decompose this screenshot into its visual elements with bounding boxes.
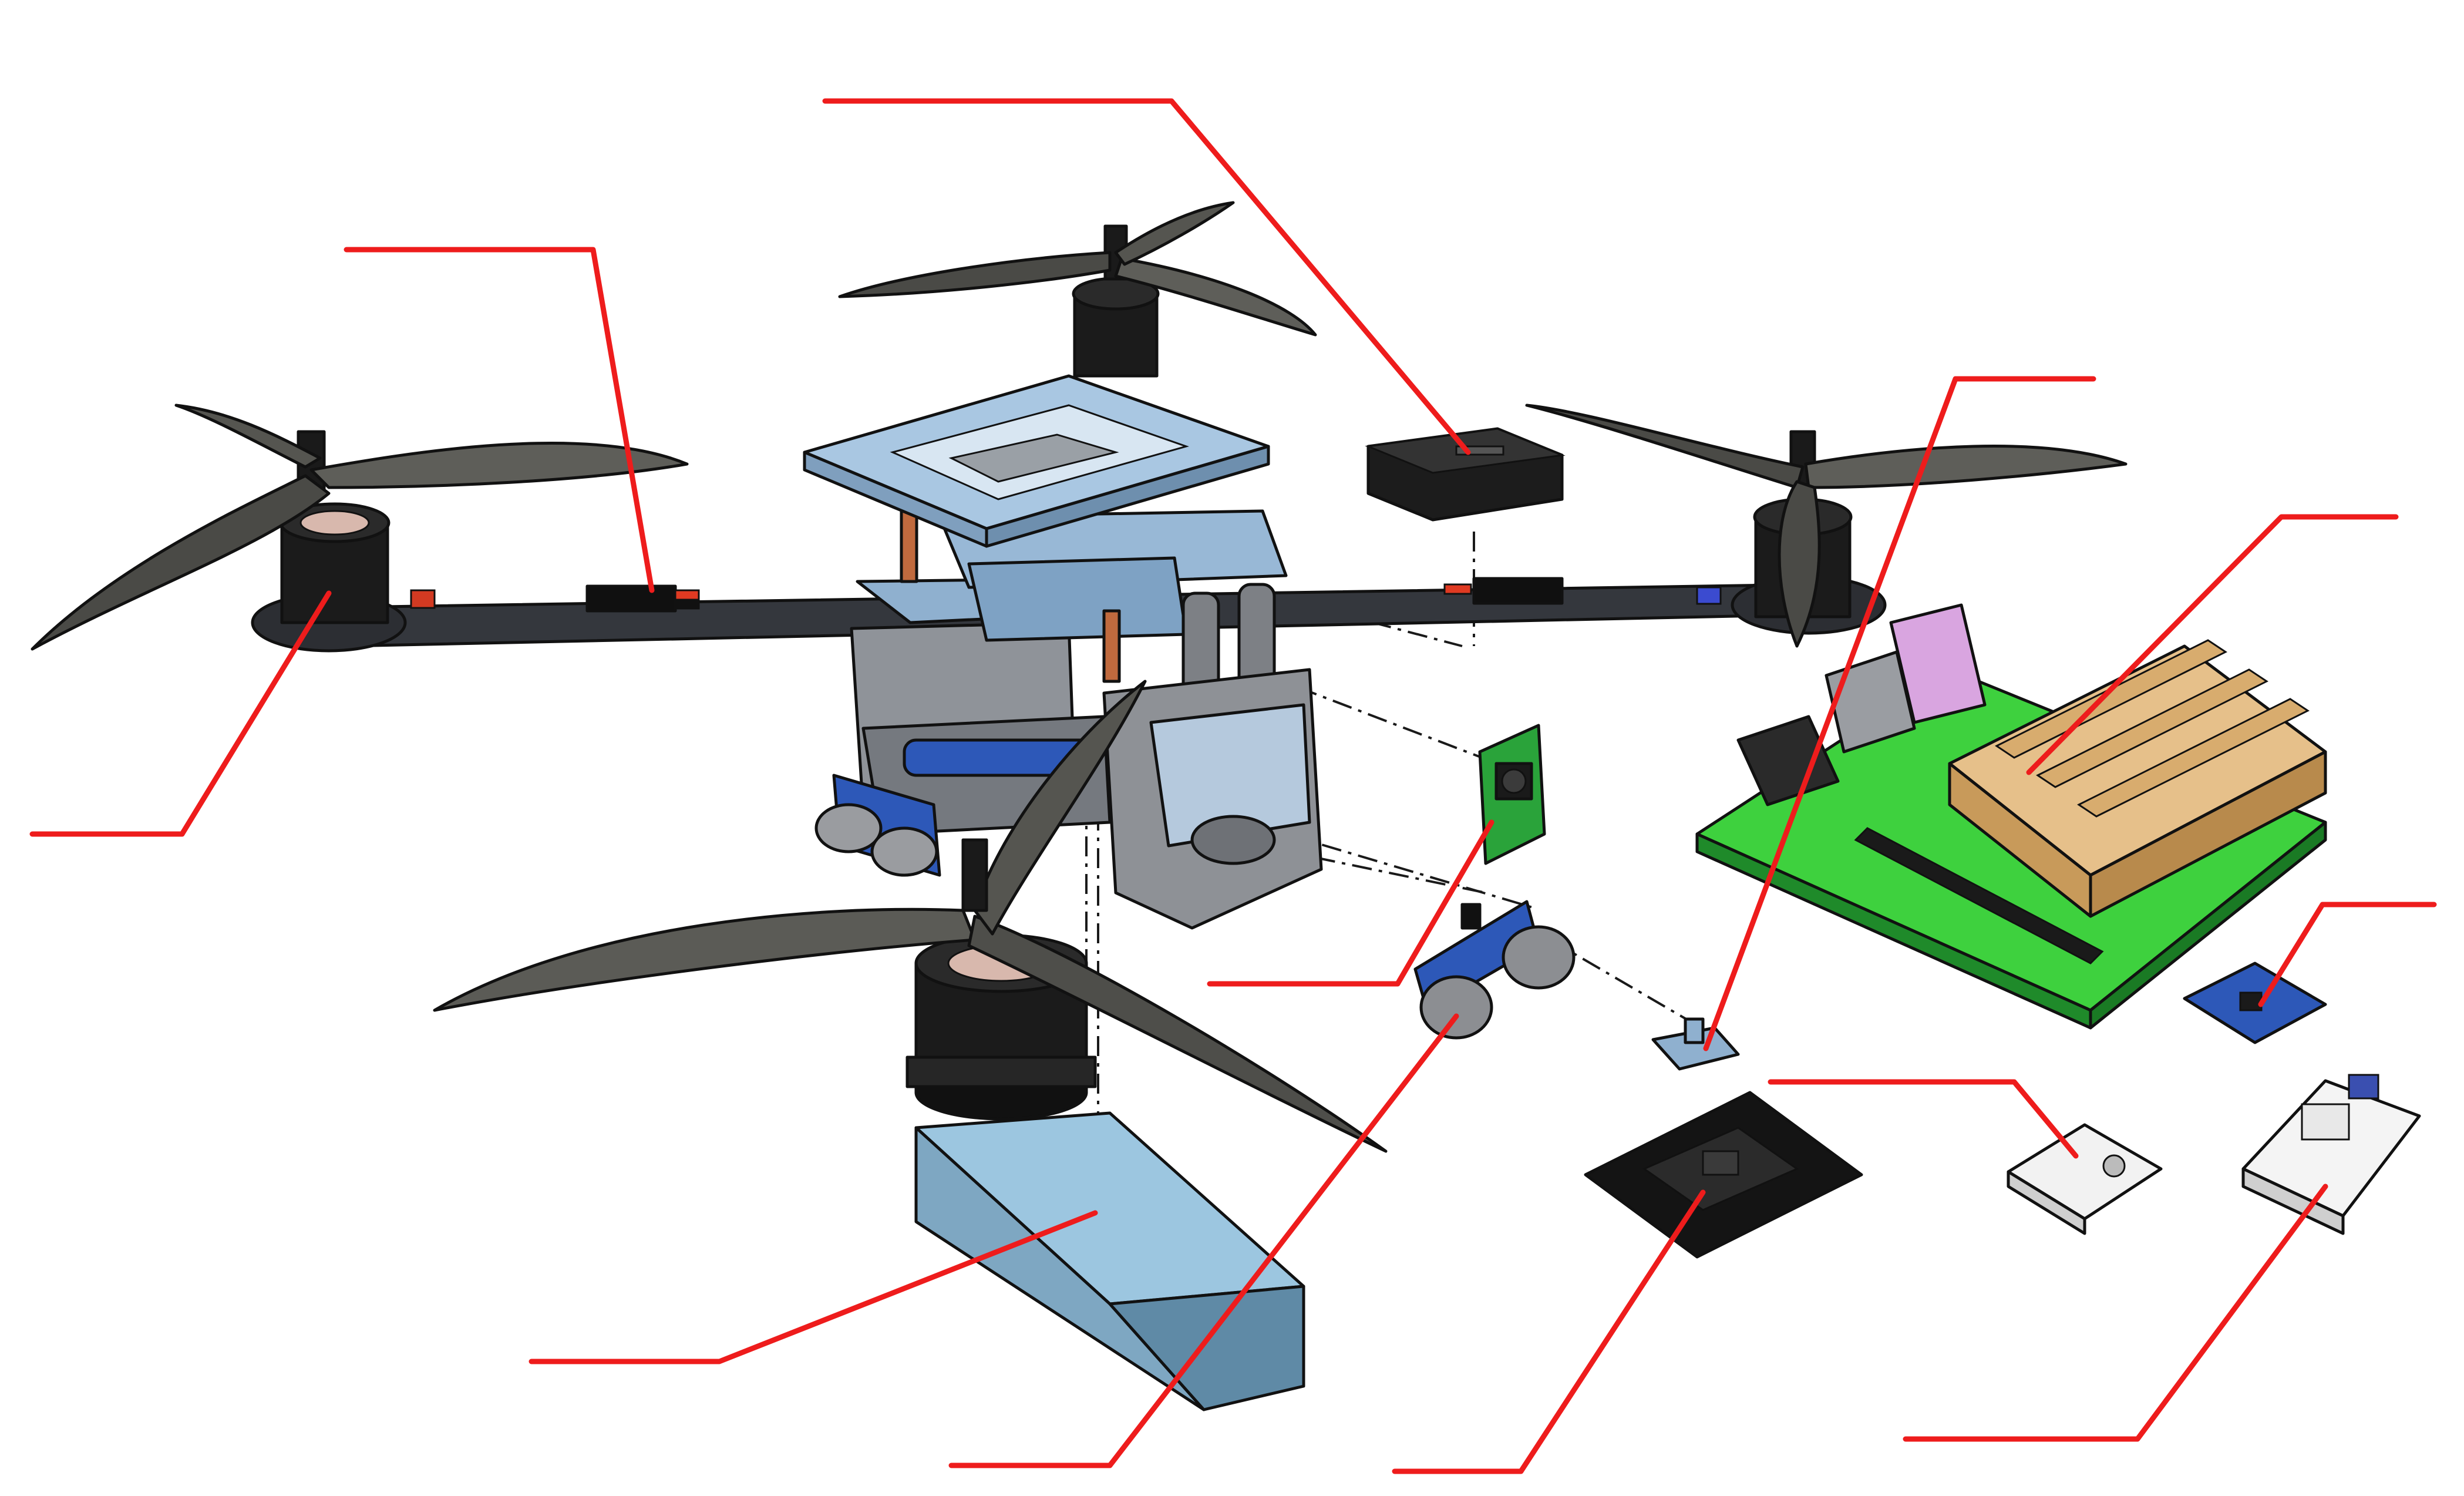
camera-gimbal-mount (1102, 668, 1323, 930)
esc-left (585, 584, 700, 613)
battery-pack (914, 1111, 1305, 1411)
callout-leader-battery (529, 1210, 1098, 1364)
propeller-front (433, 680, 1388, 1153)
callout-leaders (29, 98, 2437, 1474)
callout-leader-imu (2258, 902, 2437, 1007)
frame-top-plate (803, 374, 1270, 548)
camera-module (1478, 724, 1546, 865)
companion-computer-board (1695, 603, 2327, 1030)
propeller-left (31, 404, 689, 651)
callout-leader-ultrasonic (948, 1013, 1459, 1468)
propeller-right (1525, 404, 2128, 648)
callout-leader-gps (1903, 1184, 2328, 1442)
imu-module (2183, 962, 2327, 1044)
callout-leader-heatsink (2026, 514, 2399, 775)
callout-leader-motor (29, 590, 332, 837)
arm-connectors (410, 586, 1722, 609)
callout-leader-rc-receiver (822, 98, 1471, 455)
heatsink (1948, 639, 2327, 918)
callout-leader-bracket (1703, 376, 2096, 1051)
ultrasonic-sensor-mounted (814, 774, 941, 877)
barometer-module (2007, 1123, 2163, 1235)
gps-module (2241, 1074, 2421, 1235)
power-distribution-board (1584, 1091, 1863, 1259)
frame-standoffs (900, 509, 1276, 707)
callout-leader-camera (1207, 819, 1494, 987)
callout-leader-pdb (1392, 1189, 1706, 1474)
callout-leader-barometer (1768, 1079, 2079, 1159)
rc-receiver (1365, 427, 1566, 522)
motor-back (1072, 224, 1160, 378)
mounting-bracket (1651, 1017, 1740, 1071)
motor-left (279, 430, 391, 624)
esc-right (1443, 577, 1564, 605)
ultrasonic-sensor (1413, 900, 1576, 1040)
propeller-back (838, 201, 1317, 337)
callout-leader-esc (344, 247, 655, 593)
